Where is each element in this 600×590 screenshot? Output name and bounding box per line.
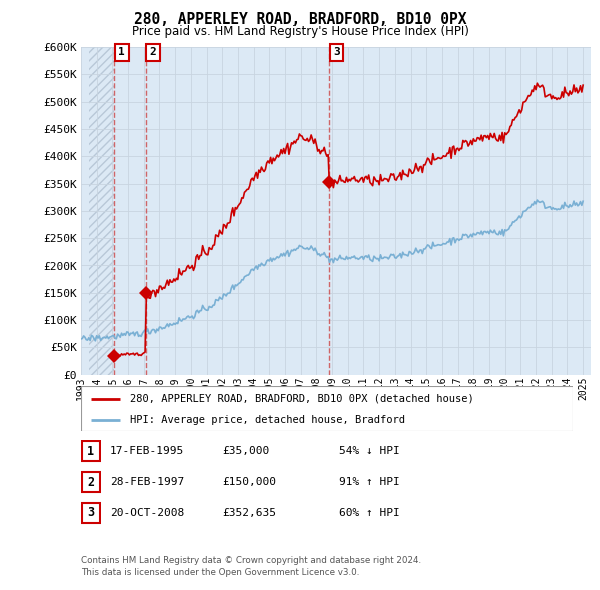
Text: £35,000: £35,000 bbox=[222, 447, 269, 456]
Text: 28-FEB-1997: 28-FEB-1997 bbox=[110, 477, 184, 487]
Text: 2: 2 bbox=[150, 47, 157, 57]
Text: 54% ↓ HPI: 54% ↓ HPI bbox=[339, 447, 400, 456]
Text: Price paid vs. HM Land Registry's House Price Index (HPI): Price paid vs. HM Land Registry's House … bbox=[131, 25, 469, 38]
Text: 3: 3 bbox=[88, 506, 94, 519]
Text: 20-OCT-2008: 20-OCT-2008 bbox=[110, 508, 184, 517]
Text: 1: 1 bbox=[88, 445, 94, 458]
Text: HPI: Average price, detached house, Bradford: HPI: Average price, detached house, Brad… bbox=[130, 415, 405, 425]
Text: 60% ↑ HPI: 60% ↑ HPI bbox=[339, 508, 400, 517]
Bar bbox=[82, 472, 100, 492]
Text: 280, APPERLEY ROAD, BRADFORD, BD10 0PX (detached house): 280, APPERLEY ROAD, BRADFORD, BD10 0PX (… bbox=[130, 394, 474, 404]
Text: £150,000: £150,000 bbox=[222, 477, 276, 487]
Text: 17-FEB-1995: 17-FEB-1995 bbox=[110, 447, 184, 456]
Text: This data is licensed under the Open Government Licence v3.0.: This data is licensed under the Open Gov… bbox=[81, 568, 359, 577]
Bar bbox=[82, 441, 100, 461]
Text: 280, APPERLEY ROAD, BRADFORD, BD10 0PX: 280, APPERLEY ROAD, BRADFORD, BD10 0PX bbox=[134, 12, 466, 27]
Text: 1: 1 bbox=[118, 47, 125, 57]
Text: 3: 3 bbox=[333, 47, 340, 57]
Text: £352,635: £352,635 bbox=[222, 508, 276, 517]
Text: 91% ↑ HPI: 91% ↑ HPI bbox=[339, 477, 400, 487]
Text: Contains HM Land Registry data © Crown copyright and database right 2024.: Contains HM Land Registry data © Crown c… bbox=[81, 556, 421, 565]
Bar bbox=[82, 503, 100, 523]
Text: 2: 2 bbox=[88, 476, 94, 489]
